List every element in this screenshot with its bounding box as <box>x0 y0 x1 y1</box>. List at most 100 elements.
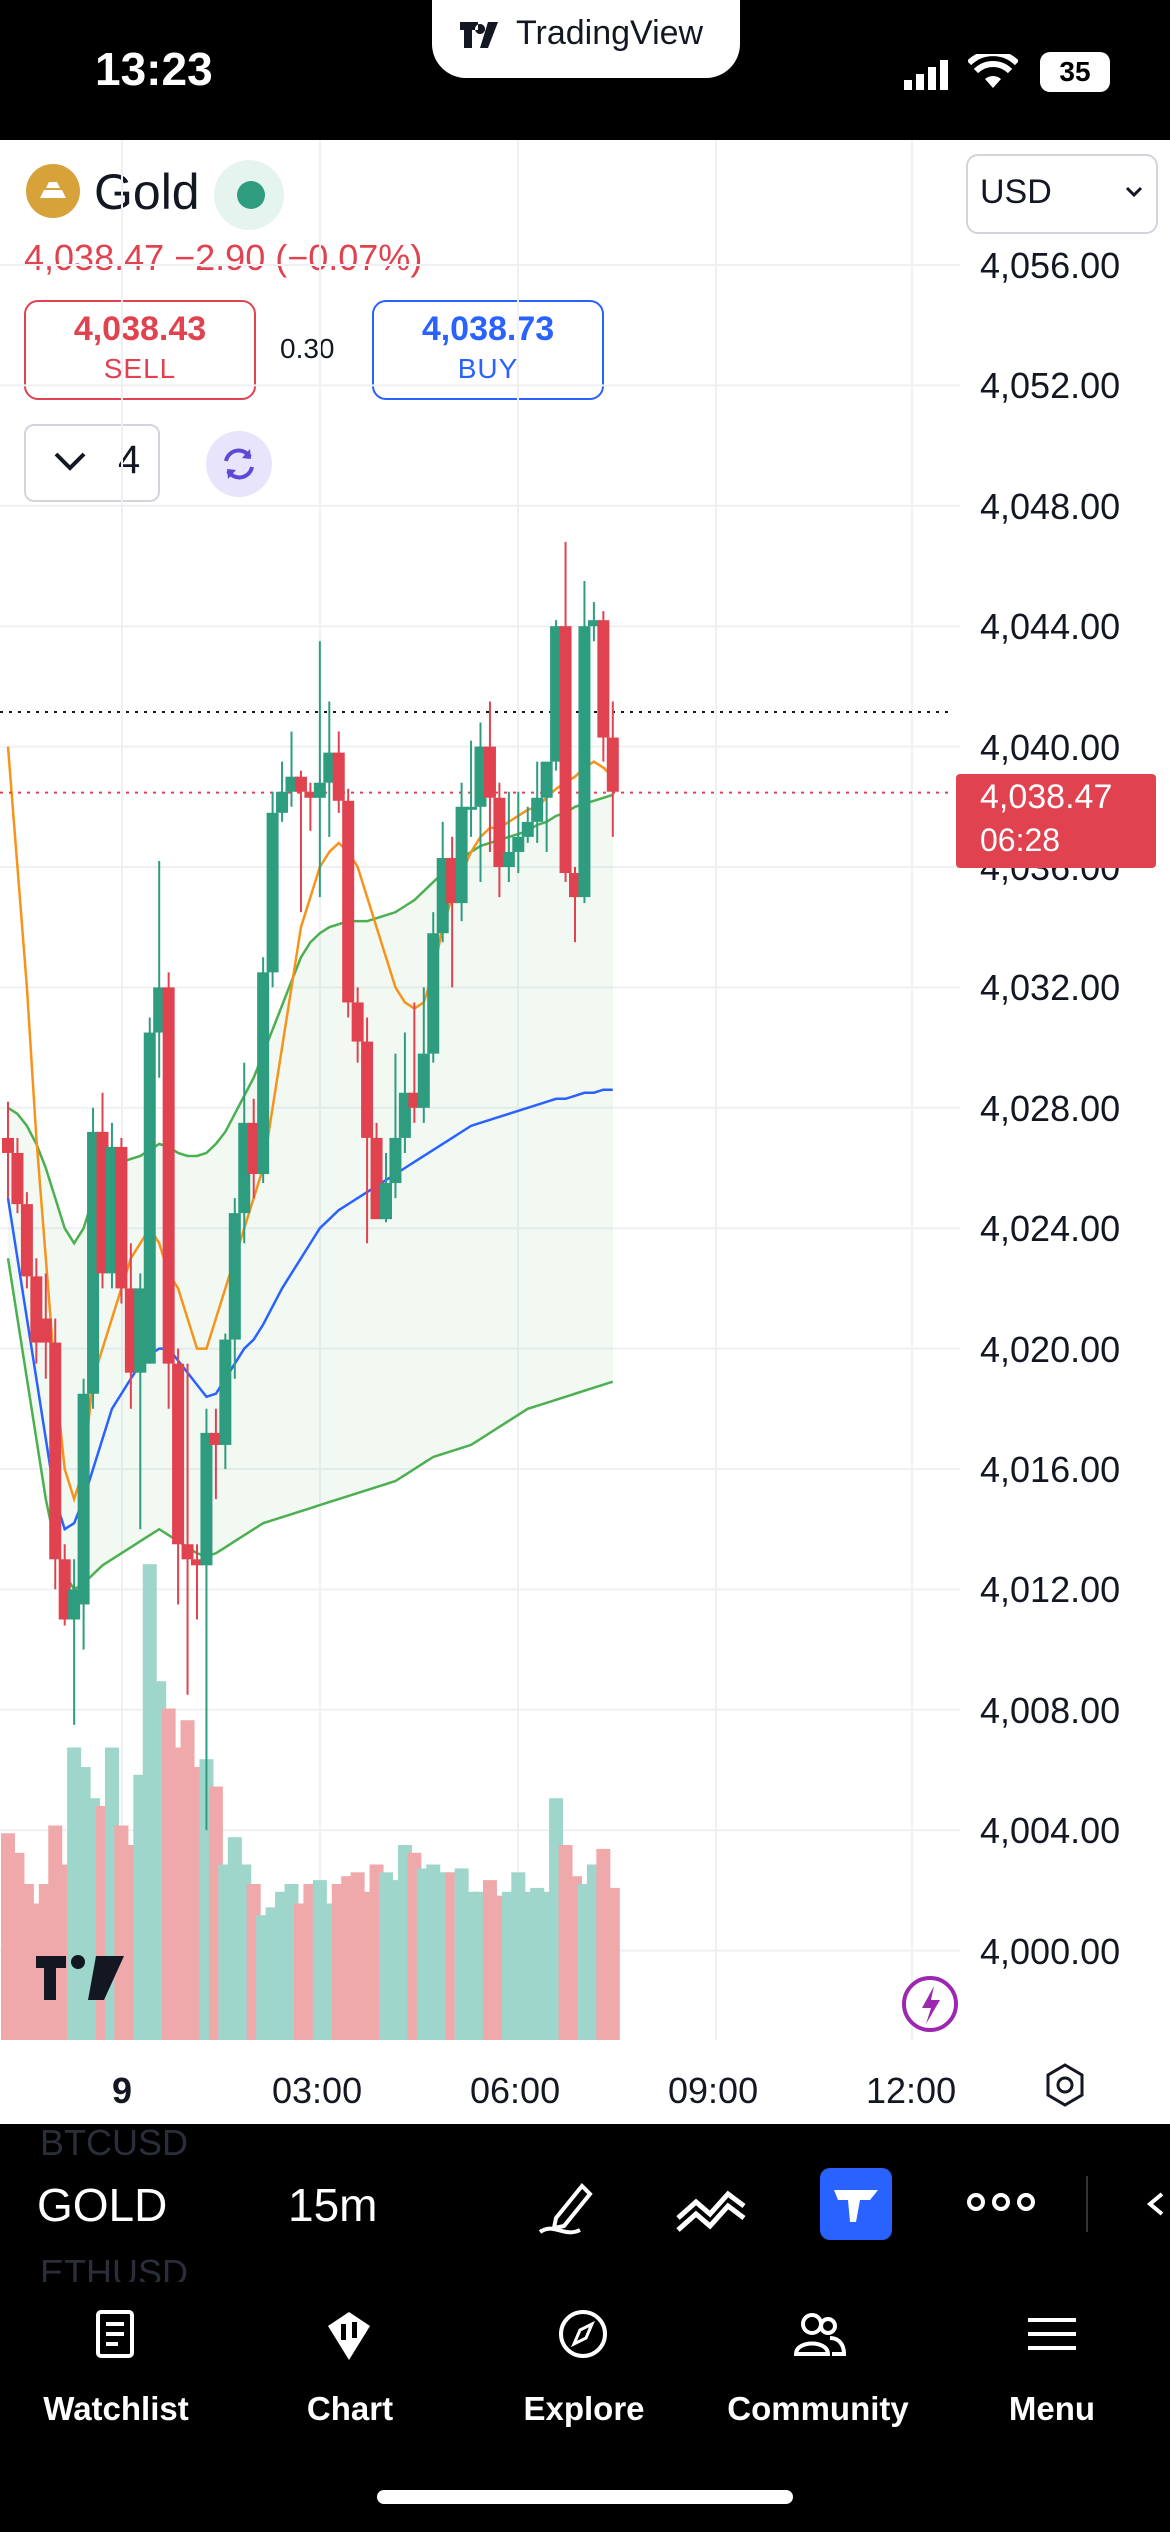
settings-gear-icon[interactable] <box>1040 2060 1090 2110</box>
candle-body <box>370 1137 383 1220</box>
candle-body <box>162 987 175 1364</box>
chart-icon <box>328 2312 370 2360</box>
battery-indicator: 35 <box>1040 52 1110 92</box>
indicators-icon[interactable] <box>674 2172 748 2242</box>
candle-body <box>172 1363 185 1545</box>
candle-body <box>181 1544 194 1560</box>
time-tick: 03:00 <box>272 2070 363 2111</box>
candle-body <box>219 1339 232 1445</box>
candle-body <box>20 1204 33 1277</box>
candle-body <box>294 776 307 792</box>
tradingview-logo-icon <box>460 22 498 48</box>
candle-body <box>304 791 317 798</box>
ghost-symbol-btcusd[interactable]: BTCUSD <box>40 2122 189 2163</box>
time-tick: 09:00 <box>668 2070 759 2111</box>
candle-body <box>597 620 610 738</box>
buy-button[interactable]: 4,038.73 BUY <box>372 300 604 400</box>
tab-explore[interactable] <box>484 2290 684 2440</box>
candle-body <box>266 812 279 973</box>
currency-select[interactable] <box>966 154 1158 234</box>
price-chart[interactable] <box>0 140 960 2040</box>
candle-body <box>313 782 326 798</box>
candle-body <box>465 806 478 810</box>
tradingview-app-icon[interactable] <box>820 2168 892 2240</box>
candle-body <box>134 1288 147 1373</box>
tab-label: Watchlist <box>43 2390 189 2427</box>
candle-body <box>417 1053 430 1108</box>
candle-body <box>238 1122 251 1214</box>
tab-label: Menu <box>1008 2390 1096 2427</box>
candle-body <box>2 1137 14 1153</box>
price-tick: 4,020.00 <box>980 1328 1121 1370</box>
candle-body <box>380 1183 392 1220</box>
candle-body <box>39 1318 52 1343</box>
price-tick: 4,040.00 <box>980 726 1121 768</box>
tab-menu[interactable] <box>952 2290 1152 2440</box>
menu-icon <box>1028 2318 1076 2350</box>
currency-value: USD <box>980 173 1052 211</box>
price-tick: 4,000.00 <box>980 1930 1121 1972</box>
candle-body <box>124 1288 137 1373</box>
market-open-dot-icon <box>237 181 265 209</box>
toolbar-symbol[interactable]: GOLD <box>37 2179 168 2231</box>
candle-body <box>200 1432 213 1566</box>
price-tick: 4,008.00 <box>980 1689 1121 1731</box>
candle-body <box>389 1137 402 1184</box>
flash-icon[interactable] <box>900 1972 960 2036</box>
signal-icon <box>904 60 948 90</box>
candle-body <box>436 857 449 934</box>
candle-body <box>474 746 487 807</box>
candle-body <box>285 776 298 792</box>
candle-body <box>96 1131 109 1274</box>
ma-blue-line <box>6 1088 613 1532</box>
candle-body <box>153 987 166 1033</box>
candle-body <box>550 626 563 762</box>
pen-draw-icon[interactable] <box>534 2172 604 2242</box>
tab-label: Chart <box>306 2390 394 2427</box>
band-lower-line <box>6 1258 614 1592</box>
time-tick: 06:00 <box>470 2070 561 2111</box>
indicator-count: 4 <box>118 438 141 482</box>
compass-icon <box>559 2310 607 2358</box>
candle-body <box>540 761 553 798</box>
candle-body <box>342 800 355 1003</box>
watchlist-icon <box>96 2310 134 2358</box>
candle-body <box>408 1092 421 1108</box>
ma-orange-line <box>6 746 614 1504</box>
sync-button[interactable] <box>206 431 272 497</box>
candle-body <box>502 851 515 867</box>
tab-community[interactable] <box>718 2290 918 2440</box>
status-time: 13:23 <box>95 43 213 95</box>
currency-chevron-icon <box>1125 186 1143 198</box>
candle-body <box>87 1131 100 1394</box>
candle-body <box>483 746 496 798</box>
collapse-arrow-icon[interactable] <box>1144 2190 1170 2218</box>
tab-chart[interactable] <box>250 2290 450 2440</box>
candle-body <box>105 1146 118 1274</box>
more-icon[interactable] <box>966 2192 1036 2212</box>
wifi-icon <box>968 54 1018 88</box>
toolbar-interval[interactable]: 15m <box>288 2179 378 2231</box>
candle-body <box>493 797 506 867</box>
candle-body <box>332 752 345 801</box>
price-tick: 4,012.00 <box>980 1569 1121 1611</box>
candle-body <box>559 626 572 874</box>
tab-watchlist[interactable] <box>16 2290 216 2440</box>
candle-body <box>228 1213 241 1340</box>
spread-value: 0.30 <box>280 333 335 364</box>
bar-countdown: 06:28 <box>980 822 1061 858</box>
sell-button[interactable]: 4,038.43 SELL <box>24 300 256 400</box>
symbol-name[interactable]: Gold <box>94 164 200 220</box>
gold-symbol-icon <box>26 164 80 218</box>
candle-body <box>521 821 534 837</box>
price-change-line: 4,038.47 −2.90 (−0.07%) <box>24 237 423 278</box>
price-tick: 4,032.00 <box>980 967 1121 1009</box>
price-tick: 4,024.00 <box>980 1208 1121 1250</box>
toolbar-divider <box>1086 2176 1088 2232</box>
indicators-toggle[interactable] <box>24 424 160 502</box>
price-tick: 4,016.00 <box>980 1449 1121 1490</box>
candle-body <box>257 972 270 1175</box>
volume-bar <box>605 1887 620 2040</box>
candle-body <box>587 620 600 627</box>
tab-label: Explore <box>523 2390 645 2427</box>
